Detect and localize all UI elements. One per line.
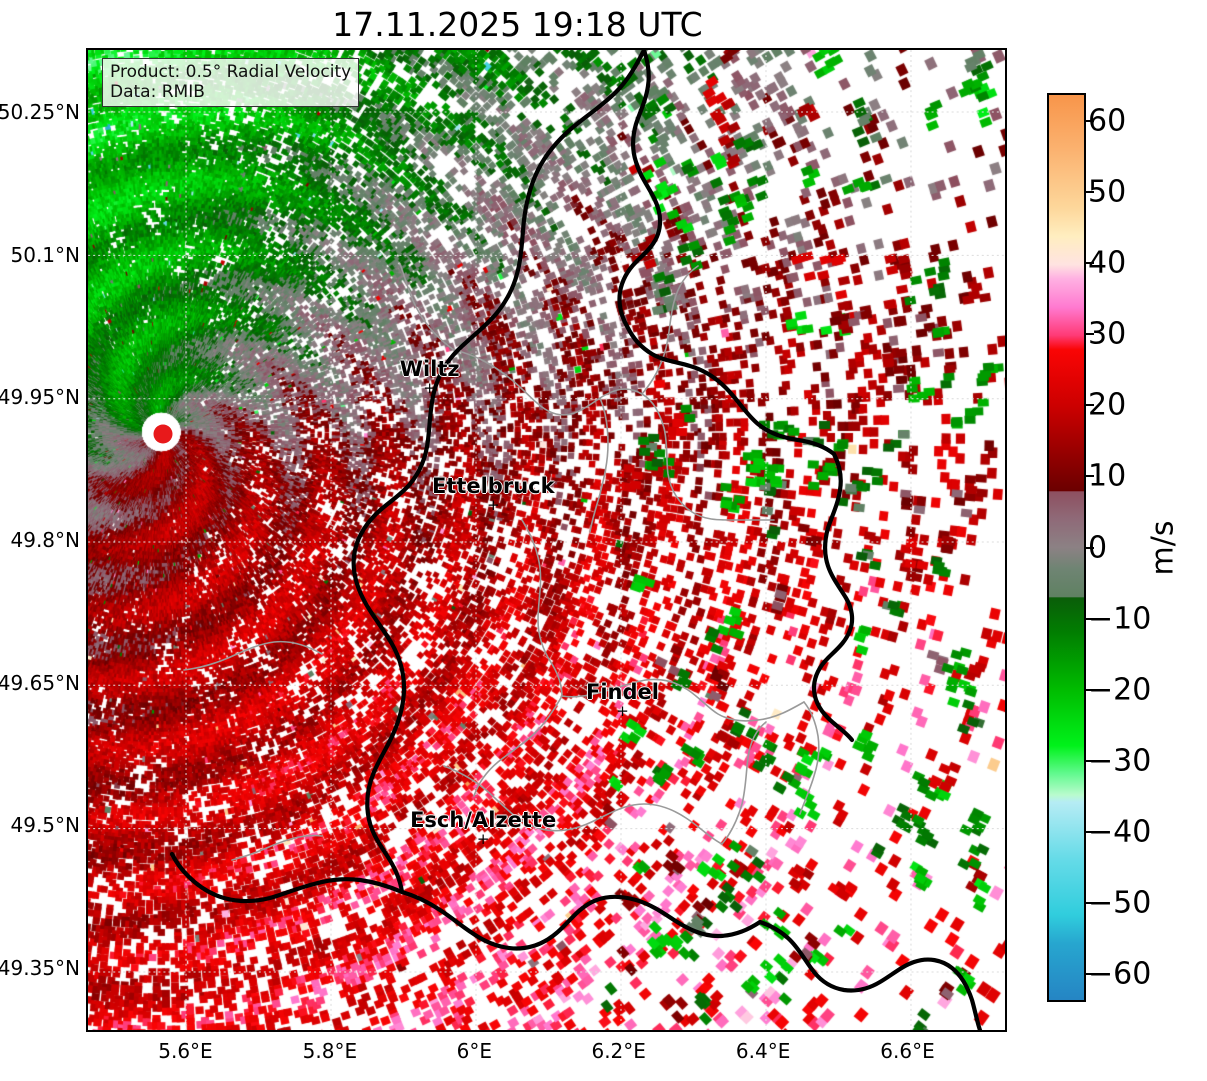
colorbar-tick-mark xyxy=(1086,546,1094,549)
national-border-lines xyxy=(169,50,983,1030)
latitude-tick-label: 49.5°N xyxy=(10,813,81,838)
colorbar-tick-mark xyxy=(1086,475,1094,478)
colorbar-unit-label: m/s xyxy=(1145,520,1181,576)
colorbar-tick-label: −40 xyxy=(1088,814,1152,850)
colorbar-gradient xyxy=(1049,95,1084,1000)
colorbar-tick-label: −10 xyxy=(1088,601,1152,637)
map-plot-area[interactable]: Product: 0.5° Radial Velocity Data: RMIB… xyxy=(86,48,1007,1032)
page-title: 17.11.2025 19:18 UTC xyxy=(332,5,703,44)
colorbar-tick-label: 50 xyxy=(1088,174,1127,210)
longitude-tick-label: 5.8°E xyxy=(302,1039,358,1063)
colorbar-tick-mark xyxy=(1086,262,1094,265)
colorbar-tick-mark xyxy=(1086,972,1094,975)
colorbar[interactable] xyxy=(1047,93,1086,1002)
colorbar-tick-mark xyxy=(1086,191,1094,194)
colorbar-tick-label: −60 xyxy=(1088,956,1152,992)
colorbar-tick-label: −20 xyxy=(1088,672,1152,708)
info-data-line: Data: RMIB xyxy=(110,82,205,103)
latitude-tick-label: 50.1°N xyxy=(10,242,81,267)
latitude-tick-label: 49.95°N xyxy=(0,385,80,410)
radar-echo-layer xyxy=(88,50,1005,1030)
latitude-tick-label: 49.35°N xyxy=(0,956,80,981)
latitude-tick-label: 49.8°N xyxy=(10,528,81,552)
longitude-tick-label: 6.2°E xyxy=(591,1039,646,1063)
colorbar-tick-label: −30 xyxy=(1088,743,1152,779)
longitude-tick-label: 5.6°E xyxy=(158,1039,213,1063)
colorbar-tick-label: 60 xyxy=(1088,103,1127,139)
colorbar-tick-mark xyxy=(1086,759,1094,762)
colorbar-tick-label: 10 xyxy=(1088,458,1127,494)
colorbar-tick-label: −50 xyxy=(1088,885,1152,921)
info-product-line: Product: 0.5° Radial Velocity xyxy=(110,62,352,82)
colorbar-tick-mark xyxy=(1086,120,1094,123)
colorbar-tick-label: 40 xyxy=(1088,245,1127,281)
radar-site-marker xyxy=(153,424,173,444)
colorbar-tick-mark xyxy=(1086,333,1094,336)
internal-border-lines xyxy=(183,263,820,861)
latitude-tick-label: 50.25°N xyxy=(0,99,80,124)
colorbar-tick-mark xyxy=(1086,617,1094,620)
latitude-tick-label: 49.65°N xyxy=(0,670,80,695)
colorbar-tick-mark xyxy=(1086,404,1094,407)
map-clip xyxy=(88,50,1005,1030)
gridline-layer xyxy=(88,50,1005,1030)
colorbar-tick-mark xyxy=(1086,830,1094,833)
colorbar-tick-label: 20 xyxy=(1088,387,1127,423)
colorbar-tick-label: 0 xyxy=(1088,530,1108,565)
longitude-tick-label: 6.6°E xyxy=(880,1039,935,1063)
colorbar-tick-mark xyxy=(1086,901,1094,904)
longitude-tick-label: 6.4°E xyxy=(735,1039,791,1063)
border-layer xyxy=(169,50,983,1030)
colorbar-tick-label: 30 xyxy=(1088,316,1127,352)
longitude-tick-label: 6°E xyxy=(456,1039,492,1063)
colorbar-tick-mark xyxy=(1086,688,1094,691)
info-box: Product: 0.5° Radial Velocity Data: RMIB xyxy=(102,58,360,108)
